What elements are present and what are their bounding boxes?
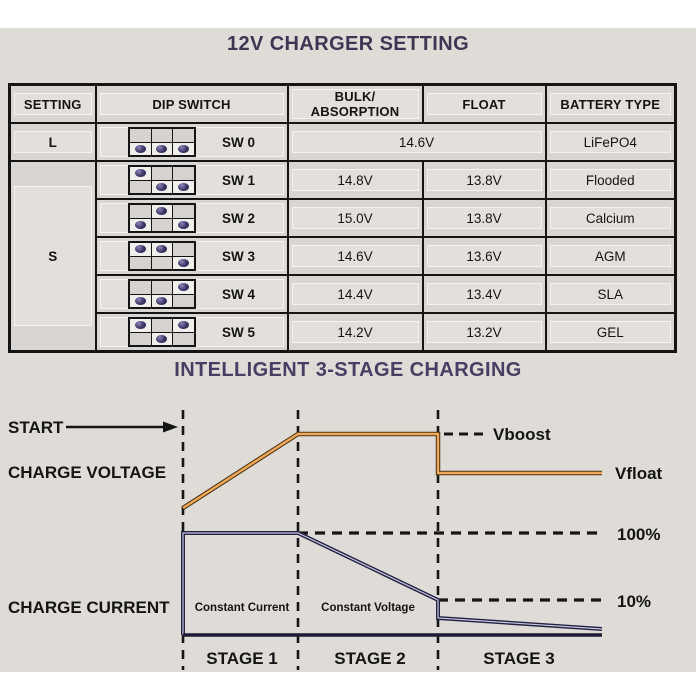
dip-switch-dot-icon [156,207,168,216]
table-row: S SW 1 14.8V 13.8V Flooded [8,160,677,353]
start-label: START [8,418,64,437]
sw-label: SW 0 [221,134,255,150]
vboost-label: Vboost [493,425,551,444]
setting-cell: S [8,160,97,353]
charge-voltage-label: CHARGE VOLTAGE [8,463,166,482]
dip-switch-dot-icon [134,245,146,254]
dip-switch-dot-icon [178,220,190,229]
bulk-value: 15.0V [286,198,424,238]
sw-label: SW 2 [221,210,255,226]
vfloat-label: Vfloat [615,464,663,483]
battery-type-value: LiFePO4 [544,122,677,162]
col-header-bulk-absorption: BULK/ ABSORPTION [286,83,424,124]
dip-switch-graphic [127,317,196,347]
constant-voltage-label: Constant Voltage [321,602,415,614]
page-title: 12V CHARGER SETTING [226,33,470,55]
dip-switch-dot-icon [134,169,146,178]
stage1-label: STAGE 1 [206,649,277,668]
pct100-label: 100% [617,525,660,544]
dip-switch-dot-icon [134,321,146,330]
dip-switch-graphic [127,279,196,309]
sw-label: SW 4 [221,286,255,302]
dip-switch-dot-icon [178,321,190,330]
dip-switch-cell: SW 3 [94,236,289,276]
setting-cell: L [8,122,97,162]
chart-title: INTELLIGENT 3-STAGE CHARGING [174,359,522,381]
float-value: 13.6V [421,236,547,276]
dip-switch-dot-icon [156,182,168,191]
dip-switch-graphic [127,203,196,233]
table-row: SW 2 15.0V 13.8V Calcium [10,198,677,238]
col-header-float: FLOAT [421,83,547,124]
table-row: L SW 0 14.6V LiFePO4 [8,122,677,162]
dip-switch-dot-icon [134,144,146,153]
col-header-dip-switch: DIP SWITCH [94,83,289,124]
three-stage-charging-chart: START CHARGE VOLTAGE CHARGE CURRENT Vboo… [8,410,663,670]
battery-type-value: GEL [544,312,677,353]
dip-switch-dot-icon [156,296,168,305]
dip-switch-dot-icon [178,283,190,292]
dip-switch-dot-icon [178,182,190,191]
charger-setting-table: SETTING DIP SWITCH BULK/ ABSORPTION FLOA… [8,83,677,353]
constant-current-label: Constant Current [195,602,290,614]
charge-current-line-core [182,532,603,635]
start-arrowhead-icon [163,421,178,433]
charge-voltage-line [182,432,602,510]
stage3-label: STAGE 3 [483,649,554,668]
col-header-setting: SETTING [8,83,97,124]
dip-switch-graphic [127,165,196,195]
dip-switch-dot-icon [134,220,146,229]
dip-switch-graphic [127,127,196,157]
float-value: 13.2V [421,312,547,353]
charge-voltage-line-edge [181,431,602,510]
col-header-battery-type: BATTERY TYPE [544,83,677,124]
battery-type-value: Calcium [544,198,677,238]
stage2-label: STAGE 2 [334,649,405,668]
dip-switch-graphic [127,241,196,271]
dip-switch-cell: SW 0 [94,122,289,162]
table-row: SW 4 14.4V 13.4V SLA [10,274,677,314]
sw-label: SW 1 [221,172,255,188]
bulk-float-merged-value: 14.6V [286,122,547,162]
dip-switch-cell: SW 2 [94,198,289,238]
battery-type-value: AGM [544,236,677,276]
dip-switch-cell: SW 5 [94,312,289,353]
bulk-value: 14.4V [286,274,424,314]
float-value: 13.8V [421,198,547,238]
dip-switch-cell: SW 1 [94,160,289,200]
dip-switch-dot-icon [134,296,146,305]
dip-switch-dot-icon [156,144,168,153]
charge-current-line [181,531,603,635]
sw-label: SW 5 [221,324,255,340]
charge-current-label: CHARGE CURRENT [8,598,170,617]
sw-label: SW 3 [221,248,255,264]
pct10-label: 10% [617,592,651,611]
dip-switch-dot-icon [156,334,168,343]
bulk-value: 14.6V [286,236,424,276]
float-value: 13.8V [421,160,547,200]
dip-switch-dot-icon [178,144,190,153]
dip-switch-dot-icon [178,258,190,267]
bulk-value: 14.8V [286,160,424,200]
table-row: SW 5 14.2V 13.2V GEL [10,312,677,353]
dip-switch-cell: SW 4 [94,274,289,314]
float-value: 13.4V [421,274,547,314]
battery-type-value: SLA [544,274,677,314]
bulk-value: 14.2V [286,312,424,353]
table-row: SW 3 14.6V 13.6V AGM [10,236,677,276]
dip-switch-dot-icon [156,245,168,254]
battery-type-value: Flooded [544,160,677,200]
